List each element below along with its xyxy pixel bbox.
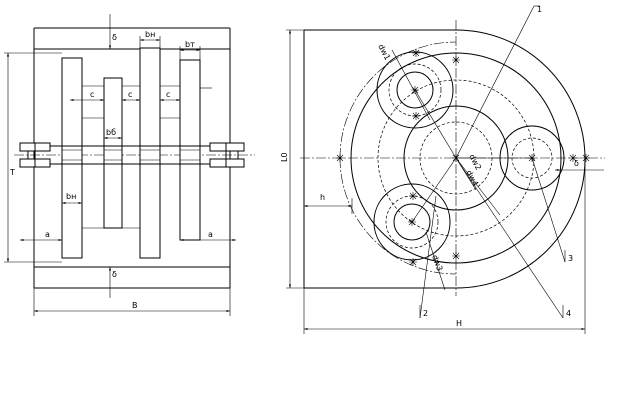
label-dw3: dw3	[430, 254, 444, 273]
gear-wheel-3	[139, 47, 161, 259]
center-marks	[336, 49, 590, 266]
label-c2: c	[128, 90, 132, 99]
housing-outline	[33, 48, 231, 268]
label-B: B	[132, 301, 138, 310]
label-h: h	[320, 193, 325, 202]
label-dw1: dw1	[376, 43, 392, 62]
label-bt: bт	[185, 40, 195, 49]
label-dw2: dw2	[467, 153, 483, 172]
label-delta-top: δ	[112, 33, 117, 42]
label-L0: L0	[280, 152, 289, 162]
label-n3: 3	[568, 254, 573, 263]
label-n1: 1	[537, 5, 542, 14]
label-n4: 4	[566, 309, 571, 318]
gear-wheel-2	[103, 77, 123, 229]
bearing-right	[209, 142, 245, 152]
label-delta-right: δ	[574, 159, 579, 168]
gear-circle-center-outer	[350, 52, 562, 264]
left-view: bн bт c c c bб bн a a δ δ T	[4, 14, 255, 316]
label-a-left: a	[45, 230, 50, 239]
label-a-right: a	[208, 230, 213, 239]
label-bb: bб	[106, 128, 116, 137]
gear-circle-2	[373, 183, 451, 261]
label-bn-mid: bн	[66, 192, 76, 201]
label-n2: 2	[423, 309, 428, 318]
label-T: T	[9, 168, 15, 177]
label-delta-bottom: δ	[112, 270, 117, 279]
label-H: H	[456, 319, 462, 328]
label-c1: c	[90, 90, 94, 99]
label-dw4: dw4	[464, 169, 480, 188]
right-view: 1 2 3 4 dw1 dw2 dw4 dw3 L0 h δ H	[280, 5, 605, 334]
gear-wheel-1	[61, 57, 83, 259]
label-c3: c	[166, 90, 170, 99]
label-bn-top: bн	[145, 30, 155, 39]
